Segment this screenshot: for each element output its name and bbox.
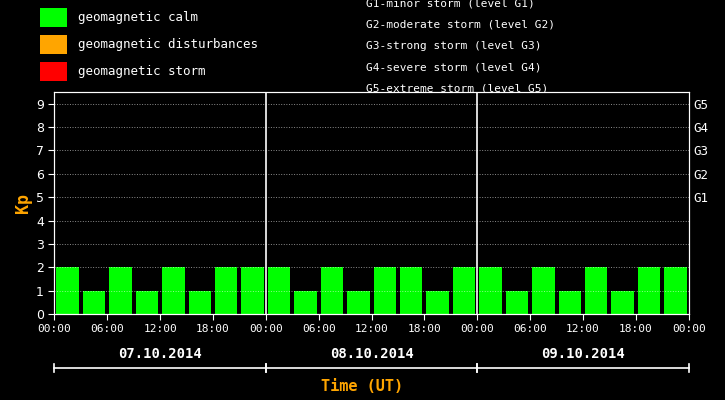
Bar: [40, 35, 67, 54]
Text: G2-moderate storm (level G2): G2-moderate storm (level G2): [366, 20, 555, 30]
Bar: [506, 291, 529, 314]
Bar: [453, 267, 476, 314]
Bar: [241, 267, 264, 314]
Text: geomagnetic storm: geomagnetic storm: [78, 65, 205, 78]
Bar: [40, 62, 67, 81]
Bar: [426, 291, 449, 314]
Bar: [479, 267, 502, 314]
Text: 07.10.2014: 07.10.2014: [118, 347, 202, 361]
Text: 09.10.2014: 09.10.2014: [541, 347, 625, 361]
Bar: [638, 267, 660, 314]
Text: geomagnetic disturbances: geomagnetic disturbances: [78, 38, 257, 51]
Bar: [611, 291, 634, 314]
Bar: [188, 291, 211, 314]
Text: G1-minor storm (level G1): G1-minor storm (level G1): [366, 0, 535, 9]
Bar: [347, 291, 370, 314]
Text: G4-severe storm (level G4): G4-severe storm (level G4): [366, 62, 542, 72]
Text: G3-strong storm (level G3): G3-strong storm (level G3): [366, 41, 542, 51]
Bar: [532, 267, 555, 314]
Bar: [268, 267, 290, 314]
Bar: [558, 291, 581, 314]
Bar: [109, 267, 132, 314]
Bar: [585, 267, 608, 314]
Bar: [215, 267, 237, 314]
Text: geomagnetic calm: geomagnetic calm: [78, 11, 198, 24]
Text: G5-extreme storm (level G5): G5-extreme storm (level G5): [366, 83, 548, 93]
Bar: [400, 267, 423, 314]
Bar: [162, 267, 185, 314]
Text: 08.10.2014: 08.10.2014: [330, 347, 413, 361]
Bar: [373, 267, 396, 314]
Bar: [320, 267, 343, 314]
Bar: [57, 267, 79, 314]
Bar: [40, 8, 67, 27]
Bar: [664, 267, 687, 314]
Y-axis label: Kp: Kp: [14, 193, 32, 213]
Text: Time (UT): Time (UT): [321, 379, 404, 394]
Bar: [83, 291, 105, 314]
Bar: [294, 291, 317, 314]
Bar: [136, 291, 158, 314]
